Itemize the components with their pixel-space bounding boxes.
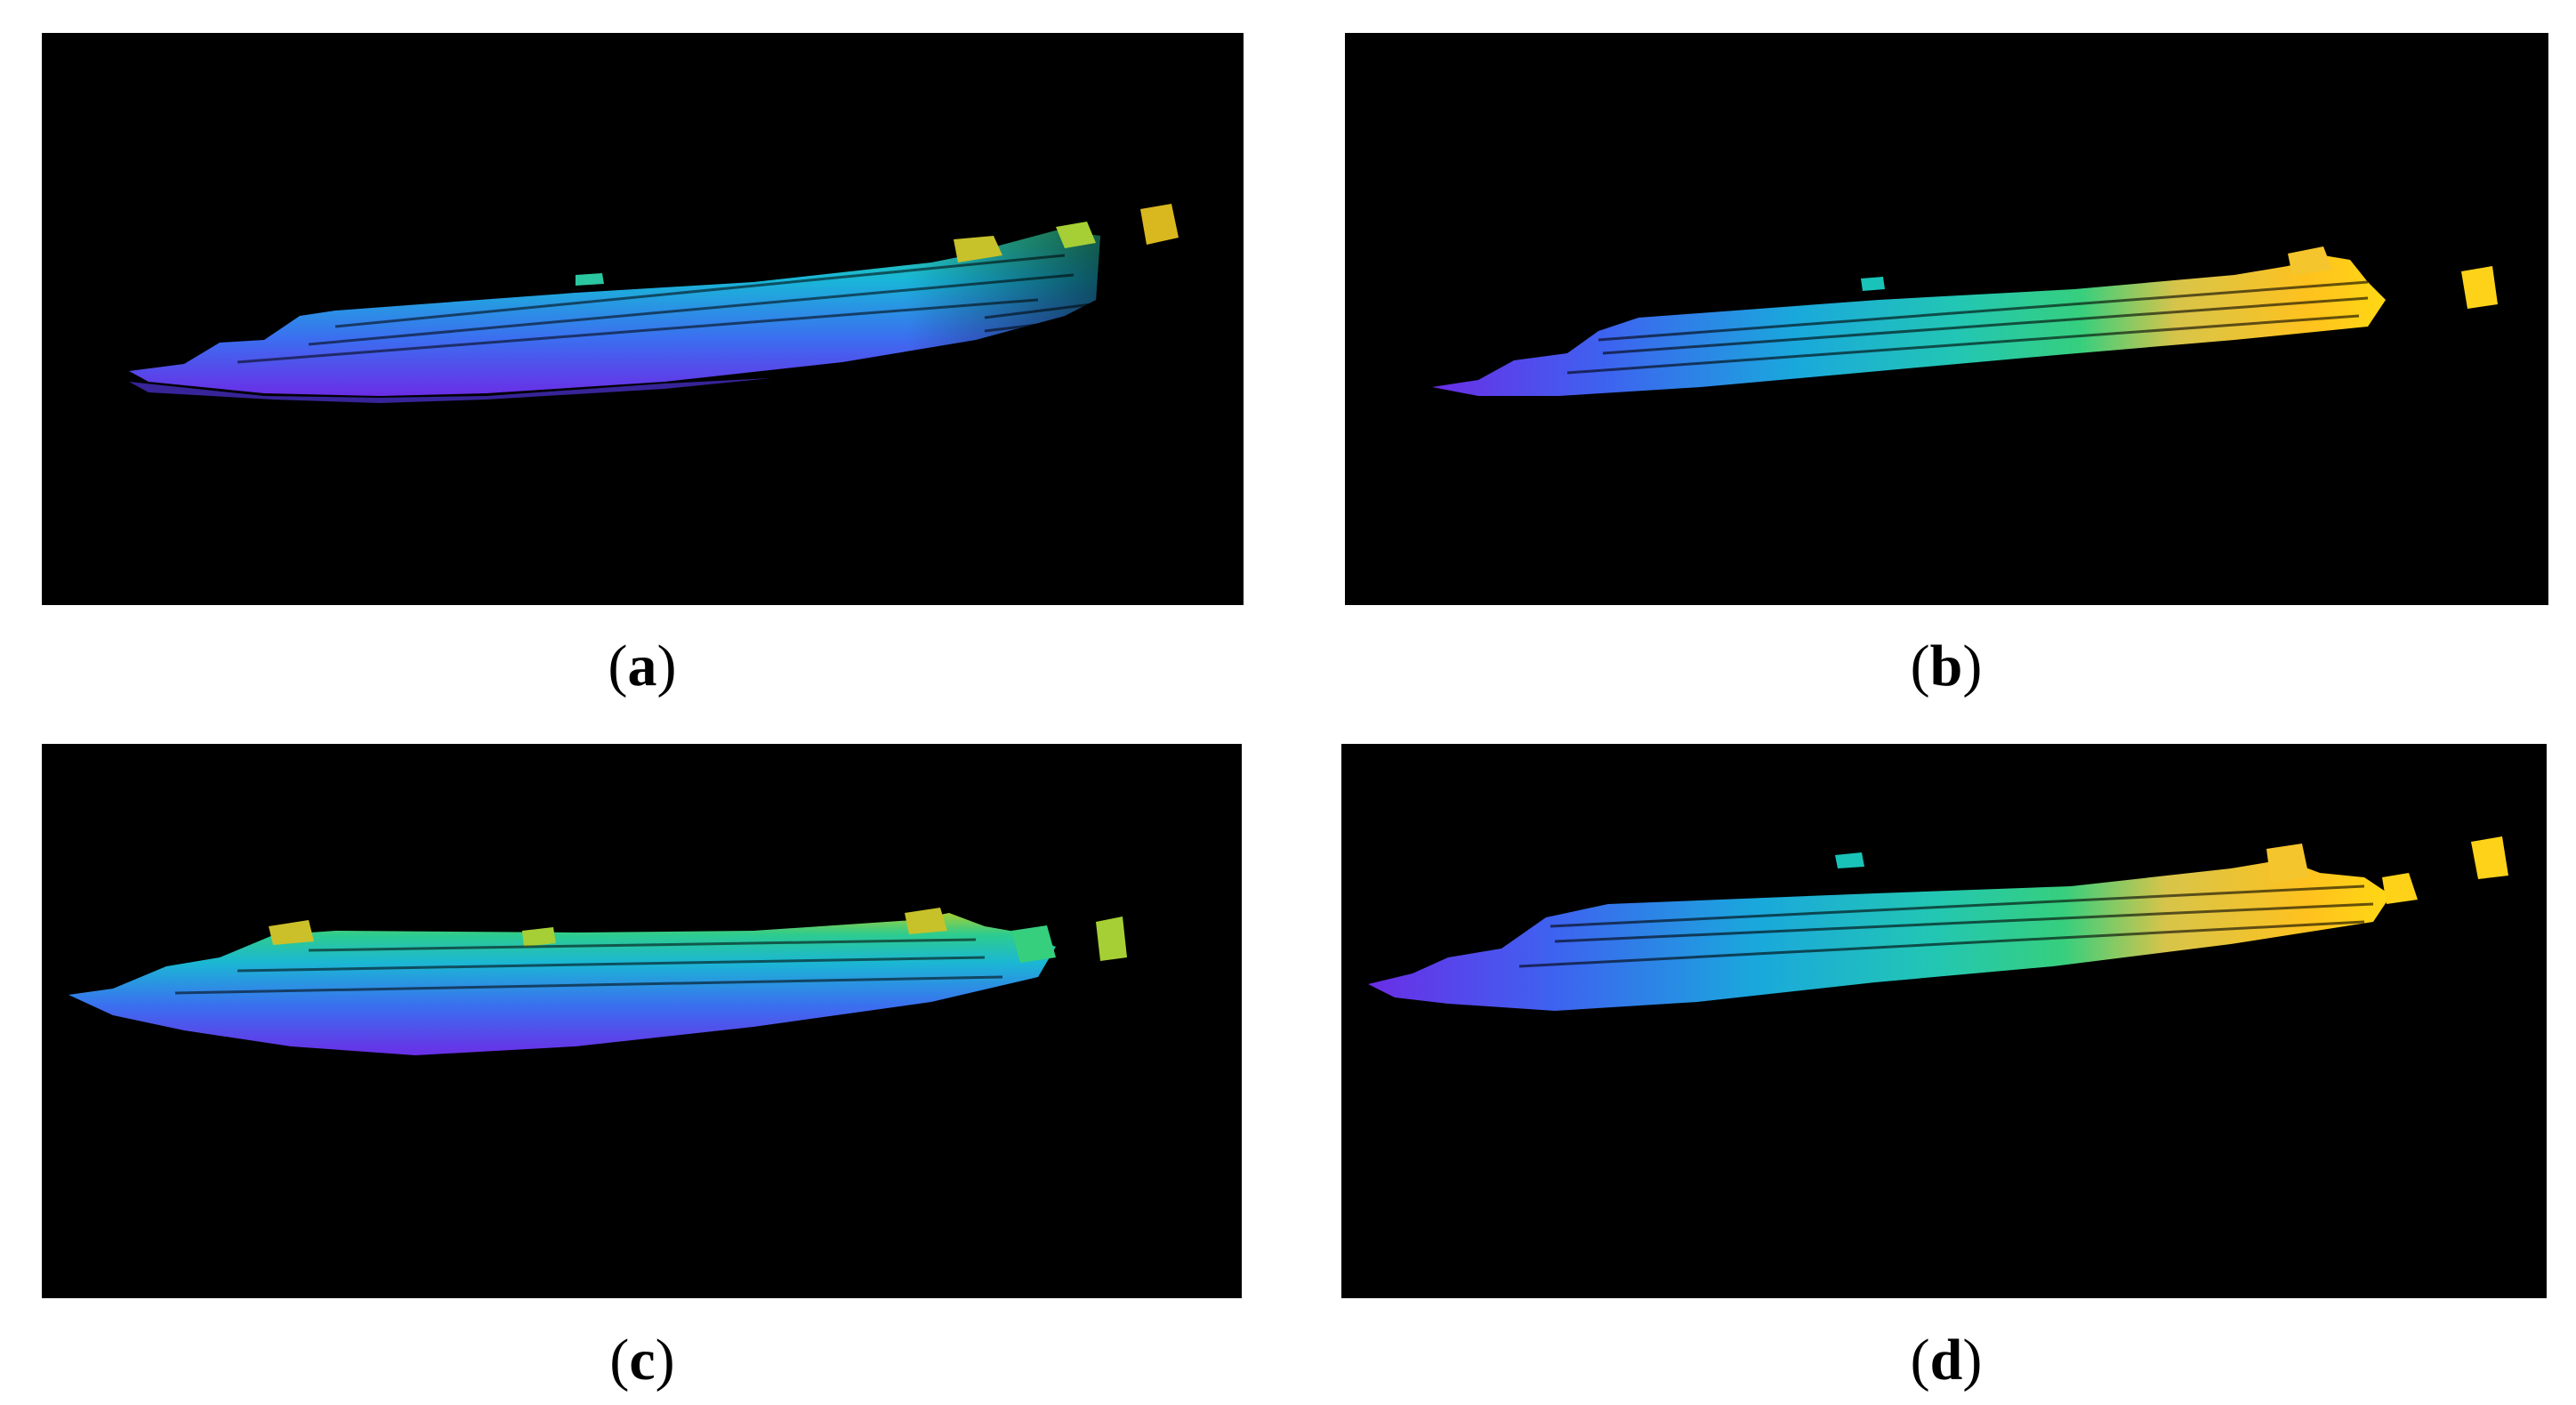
point-cloud-b <box>1432 246 2498 396</box>
point-cloud-c <box>68 908 1127 1055</box>
point-cloud-d <box>1368 836 2508 1011</box>
point-cloud-panel-c <box>42 744 1242 1298</box>
point-cloud-panel-b <box>1345 33 2548 605</box>
hull-d <box>1368 860 2391 1011</box>
point-cloud-panel-a <box>42 33 1244 605</box>
panel-label-d: (d) <box>1910 1328 1983 1393</box>
panel-label-b: (b) <box>1910 634 1983 698</box>
panel-label-c: (c) <box>609 1328 675 1393</box>
hull-b <box>1432 255 2386 396</box>
point-cloud-panel-d <box>1341 744 2547 1298</box>
panel-label-a: (a) <box>608 634 677 698</box>
point-cloud-a <box>129 204 1179 403</box>
hull-c <box>68 913 1056 1055</box>
